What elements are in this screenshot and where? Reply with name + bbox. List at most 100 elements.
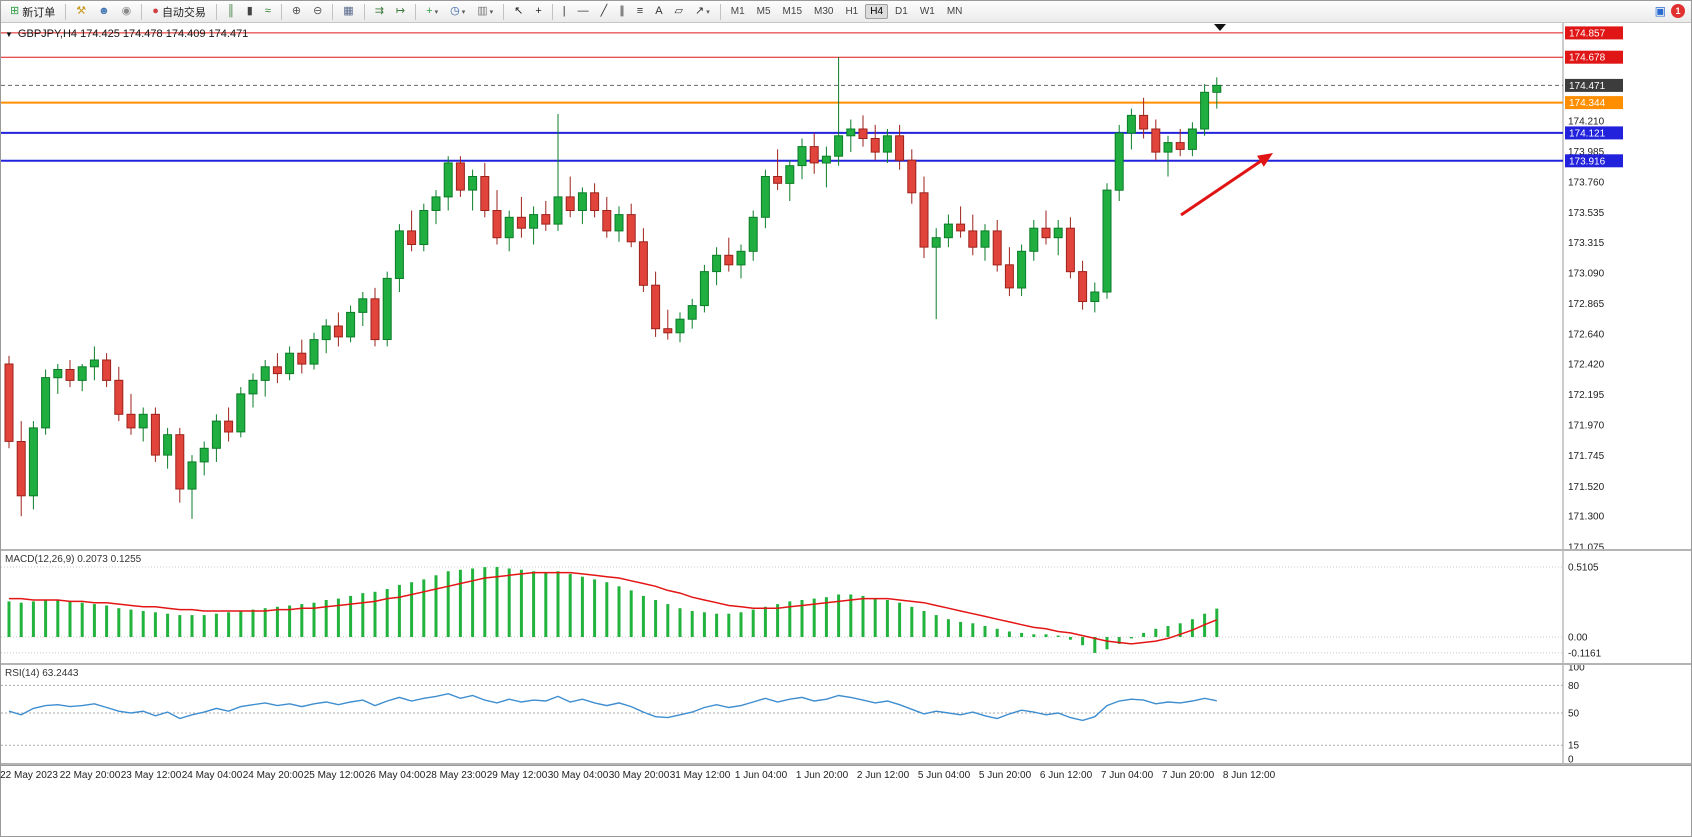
axis-tick-label: 173.315	[1568, 238, 1605, 249]
time-label: 7 Jun 04:00	[1100, 770, 1154, 781]
axis-tick-label: 172.420	[1568, 360, 1605, 371]
candle	[163, 434, 173, 456]
line-chart-mode-button[interactable]: ≈	[260, 2, 276, 22]
candle	[651, 284, 661, 330]
zoom-in-button[interactable]: ⊕	[287, 2, 306, 22]
candle	[663, 328, 673, 334]
timeframe-h1-button[interactable]: H1	[845, 6, 859, 17]
support-button[interactable]: ◉	[117, 2, 137, 22]
chevron-down-icon: ▾	[434, 8, 439, 16]
collapse-arrow-icon[interactable]: ▼	[5, 29, 13, 39]
candle	[1151, 128, 1161, 153]
annotation-arrow[interactable]	[1180, 153, 1273, 217]
timeframe-m5-button[interactable]: M5	[756, 6, 771, 17]
time-label: 26 May 04:00	[364, 770, 426, 781]
shapes-button[interactable]: ▱	[670, 2, 688, 22]
candle	[1212, 84, 1222, 93]
auto-trading-label: 自动交易	[161, 6, 206, 19]
candle	[504, 216, 514, 239]
timeframe-mn-button[interactable]: MN	[946, 6, 963, 17]
chat-icon[interactable]: ▣	[1654, 4, 1666, 18]
timeframe-m1-button[interactable]: M1	[730, 6, 745, 17]
equidistant-channel-button[interactable]: ∥	[614, 2, 630, 22]
candle	[309, 339, 319, 365]
bar-chart-mode-button[interactable]: ║	[222, 2, 240, 22]
candle	[407, 230, 417, 245]
vertical-line-button[interactable]: |	[558, 2, 571, 22]
candlestick-mode-button[interactable]: ▮	[242, 2, 258, 22]
indicators-button[interactable]: + ▾	[421, 2, 443, 22]
rsi-panel[interactable]: 100 80 50 15 0 RSI(14) 63.2443	[1, 665, 1691, 765]
time-label: 2 Jun 12:00	[856, 770, 910, 781]
axis-tick-label: 174.210	[1568, 116, 1605, 127]
price-chart[interactable]: 174.210 173.985 173.760 173.535 173.315 173.0…	[1, 23, 1692, 549]
time-label: 29 May 12:00	[486, 770, 548, 781]
candle	[687, 305, 697, 320]
level-lines	[1, 32, 1563, 162]
community-icon: ☻	[98, 5, 110, 17]
timeframe-m30-button[interactable]: M30	[814, 6, 834, 17]
auto-trading-button[interactable]: ● 自动交易	[147, 2, 211, 22]
horizontal-line-button[interactable]: —	[573, 2, 594, 22]
timeframe-w1-button[interactable]: W1	[919, 6, 935, 17]
macd-panel[interactable]: 0.5105 0.00 -0.1161 MACD(12,26,9) 0.2073 0…	[1, 551, 1691, 665]
svg-text:174.678: 174.678	[1569, 53, 1606, 64]
candle	[114, 379, 124, 415]
toolbar-separator	[215, 3, 217, 20]
svg-text:174.471: 174.471	[1569, 81, 1606, 92]
text-tool-button[interactable]: A	[650, 2, 667, 22]
candle	[1090, 291, 1100, 302]
new-order-button[interactable]: ⊞ 新订单	[5, 2, 60, 22]
axis-tick-label: 80	[1568, 681, 1580, 692]
candles	[4, 57, 1222, 519]
auto-scroll-button[interactable]: ⇉	[370, 2, 389, 22]
notification-badge[interactable]: 1	[1671, 4, 1685, 18]
candle	[1102, 189, 1112, 293]
candle	[285, 352, 295, 375]
fibonacci-icon: ≡	[636, 5, 644, 17]
chart-shift-button[interactable]: ↦	[391, 2, 410, 22]
crosshair-button[interactable]: +	[530, 2, 546, 22]
price-axis[interactable]: 174.210 173.985 173.760 173.535 173.315 173.0…	[1568, 116, 1605, 549]
tile-windows-button[interactable]: ▦	[338, 2, 358, 22]
candle	[1004, 264, 1014, 289]
macd-chart[interactable]: 0.5105 0.00 -0.1161	[1, 551, 1692, 663]
axis-tick-label: 173.535	[1568, 208, 1605, 219]
community-button[interactable]: ☻	[93, 2, 115, 22]
zoom-in-icon: ⊕	[291, 5, 302, 17]
time-label: 6 Jun 12:00	[1039, 770, 1093, 781]
svg-text:173.916: 173.916	[1569, 156, 1606, 167]
time-label: 1 Jun 04:00	[734, 770, 788, 781]
arrows-tool-button[interactable]: ↗ ▾	[690, 2, 715, 22]
fibonacci-button[interactable]: ≡	[632, 2, 648, 22]
price-chart-panel[interactable]: 174.210 173.985 173.760 173.535 173.315 173.0…	[1, 23, 1691, 551]
candle	[297, 352, 307, 365]
cursor-button[interactable]: ↖	[509, 2, 528, 22]
candle	[675, 318, 685, 334]
axis-tick-label: 173.985	[1568, 147, 1605, 158]
trendline-button[interactable]: ╱	[596, 2, 613, 22]
candle	[455, 162, 465, 191]
candle	[712, 254, 722, 273]
zoom-out-button[interactable]: ⊖	[308, 2, 327, 22]
rsi-chart[interactable]: 100 80 50 15 0	[1, 665, 1692, 763]
candle	[358, 298, 368, 313]
scroll-end-marker-icon	[1214, 24, 1226, 31]
equidistant-channel-icon: ∥	[619, 5, 625, 17]
candle	[516, 216, 526, 229]
time-axis[interactable]: 22 May 2023 22 May 20:00 23 May 12:00 24 Ma…	[0, 765, 1691, 786]
time-label: 5 Jun 04:00	[917, 770, 971, 781]
templates-button[interactable]: ▥ ▾	[472, 2, 498, 22]
candle	[968, 230, 978, 248]
axis-tick-label: 0	[1568, 755, 1574, 764]
periods-button[interactable]: ◷ ▾	[445, 2, 470, 22]
chevron-down-icon: ▾	[461, 8, 466, 16]
timeframe-m15-button[interactable]: M15	[782, 6, 802, 17]
indicators-icon: +	[426, 5, 433, 17]
price-label: 173.916	[1565, 154, 1623, 168]
timeframe-d1-button[interactable]: D1	[895, 6, 908, 17]
toolbar-separator	[551, 3, 553, 20]
candle	[529, 214, 539, 229]
timeframe-h4-button[interactable]: H4	[865, 4, 889, 19]
market-tools-button[interactable]: ⚒	[71, 2, 91, 22]
